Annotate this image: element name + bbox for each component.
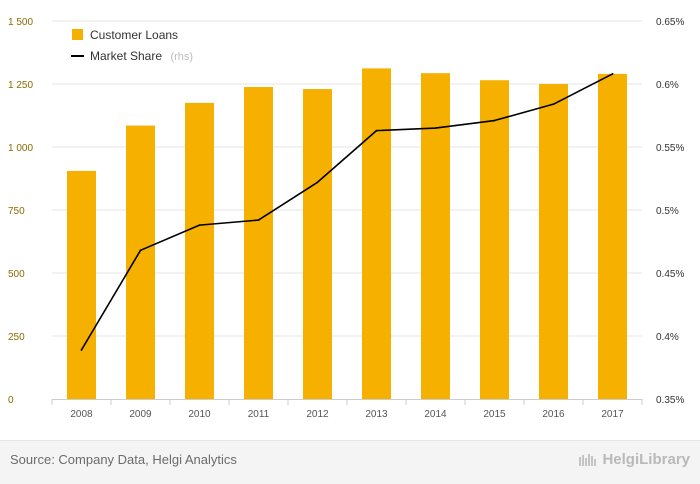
brand-logo[interactable]: HelgiLibrary <box>578 451 690 468</box>
right-axis: 0.35% 0.4% 0.45% 0.5% 0.55% 0.6% 0.65% <box>656 17 684 406</box>
line-point <box>493 119 496 122</box>
line-point <box>375 129 378 132</box>
right-tick-label: 0.5% <box>656 206 679 217</box>
library-icon <box>579 453 597 466</box>
x-tick-label: 2012 <box>306 409 329 420</box>
bar <box>480 80 509 399</box>
x-tick-label: 2008 <box>70 409 93 420</box>
x-tick-label: 2009 <box>129 409 152 420</box>
left-tick-label: 500 <box>8 269 25 280</box>
legend: Customer Loans Market Share (rhs) <box>71 28 193 64</box>
line-series <box>80 73 614 351</box>
bar <box>362 68 391 399</box>
x-tick-label: 2017 <box>601 409 624 420</box>
x-axis: 2008 2009 2010 2011 2012 2013 2014 2015 2016 2017 <box>51 399 643 420</box>
bar <box>303 89 332 399</box>
bar <box>539 84 568 399</box>
line-point <box>434 127 437 129</box>
line-point <box>80 348 83 351</box>
line-point <box>316 181 319 184</box>
chart-svg: 0 250 500 750 1 000 1 250 1 500 0.35% 0.4% 0.45%… <box>8 17 684 420</box>
line-point <box>611 73 614 75</box>
left-tick-label: 1 000 <box>8 143 33 154</box>
right-tick-label: 0.6% <box>656 80 679 91</box>
right-tick-label: 0.55% <box>656 143 684 154</box>
chart: 0 250 500 750 1 000 1 250 1 500 0.35% 0.4% 0.45%… <box>8 17 684 420</box>
brand-name: HelgiLibrary <box>602 451 690 468</box>
x-tick-label: 2015 <box>483 409 506 420</box>
line-point <box>257 219 260 221</box>
line-point <box>198 224 201 227</box>
left-tick-label: 0 <box>8 395 14 406</box>
bar <box>421 73 450 399</box>
right-tick-label: 0.45% <box>656 269 684 280</box>
legend-label-market-share-suffix: (rhs) <box>170 51 193 63</box>
market-share-line <box>80 73 614 351</box>
x-tick-label: 2013 <box>365 409 388 420</box>
x-tick-label: 2010 <box>188 409 211 420</box>
left-tick-label: 250 <box>8 332 25 343</box>
line-point <box>552 103 555 106</box>
bar-series <box>67 68 627 400</box>
legend-label-market-share-name: Market Share <box>90 49 162 63</box>
right-tick-label: 0.35% <box>656 395 684 406</box>
footer: Source: Company Data, Helgi Analytics He… <box>0 440 700 484</box>
line-point <box>139 249 142 252</box>
left-tick-label: 1 500 <box>8 17 33 28</box>
source-text: Source: Company Data, Helgi Analytics <box>10 452 237 467</box>
bar <box>185 102 214 400</box>
legend-label-customer-loans: Customer Loans <box>90 28 178 42</box>
legend-label-market-share: Market Share (rhs) <box>90 47 193 64</box>
bar <box>598 73 627 400</box>
bar <box>67 170 96 399</box>
bar <box>244 87 273 400</box>
right-tick-label: 0.4% <box>656 332 679 343</box>
left-tick-label: 750 <box>8 206 25 217</box>
x-tick-label: 2011 <box>248 409 270 420</box>
left-tick-label: 1 250 <box>8 80 33 91</box>
x-tick-label: 2016 <box>542 409 565 420</box>
left-axis: 0 250 500 750 1 000 1 250 1 500 <box>8 17 33 406</box>
right-tick-label: 0.65% <box>656 17 684 28</box>
legend-swatch-customer-loans <box>72 29 83 40</box>
bar <box>126 125 155 399</box>
x-tick-label: 2014 <box>424 409 447 420</box>
